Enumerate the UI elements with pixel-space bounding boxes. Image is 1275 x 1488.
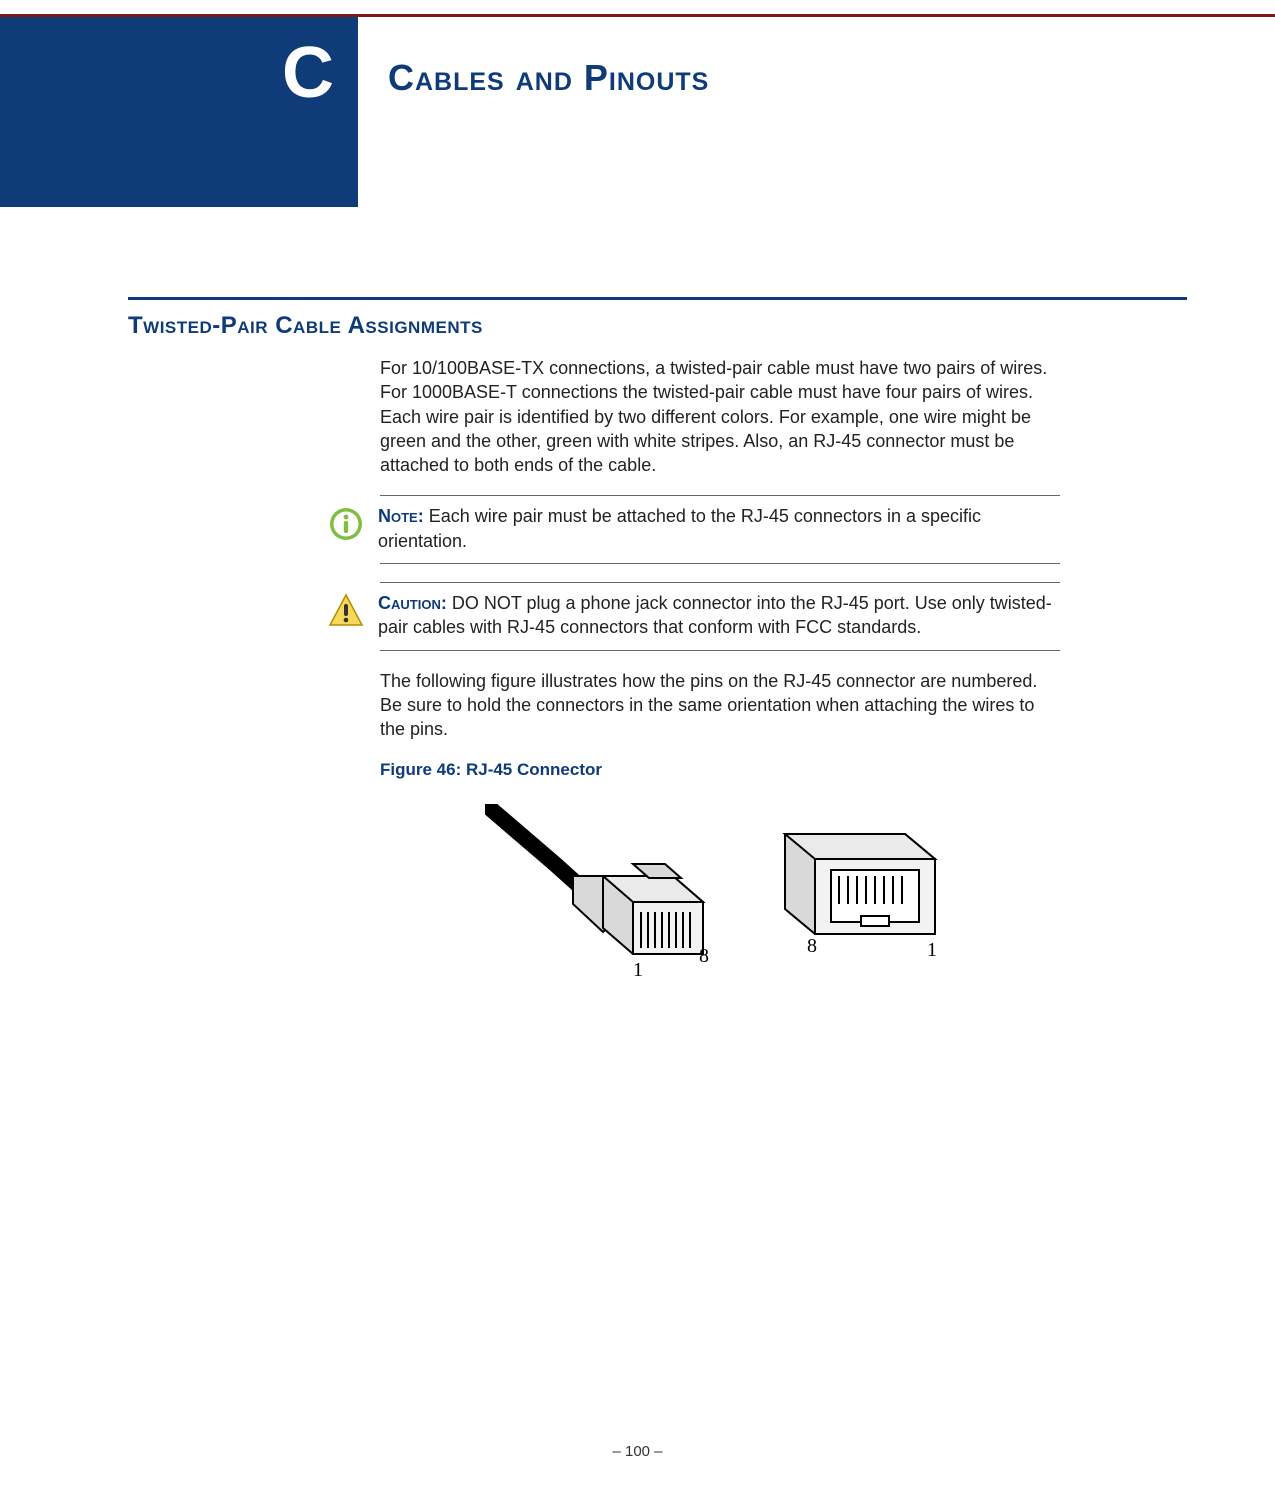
section-heading: Twisted-Pair Cable Assignments bbox=[128, 312, 1187, 340]
figure-art: 1 8 bbox=[380, 794, 1060, 994]
caution-text: Caution: DO NOT plug a phone jack connec… bbox=[378, 591, 1060, 640]
info-icon bbox=[328, 506, 364, 547]
caution-label: Caution: bbox=[378, 593, 447, 613]
rj45-plug-drawing: 1 8 bbox=[485, 804, 715, 994]
page-number: – 100 – bbox=[0, 1413, 1275, 1480]
intro-paragraph: For 10/100BASE-TX connections, a twisted… bbox=[380, 356, 1060, 477]
section-rule bbox=[128, 297, 1187, 300]
jack-pin1-label: 1 bbox=[927, 939, 937, 961]
note-label: Note: bbox=[378, 506, 424, 526]
plug-pin8-label: 8 bbox=[699, 945, 709, 967]
callout-rule bbox=[380, 563, 1060, 564]
appendix-letter: C bbox=[282, 37, 334, 109]
chapter-header: C Cables and Pinouts bbox=[0, 17, 1275, 207]
rj45-jack-drawing: 8 1 bbox=[765, 804, 955, 974]
figure-caption: Figure 46: RJ-45 Connector bbox=[380, 760, 1060, 780]
chapter-title-cell: Cables and Pinouts bbox=[358, 17, 1275, 207]
note-callout: Note: Each wire pair must be attached to… bbox=[328, 495, 1060, 564]
note-text: Note: Each wire pair must be attached to… bbox=[378, 504, 1060, 553]
jack-pin8-label: 8 bbox=[807, 935, 817, 957]
caution-body: DO NOT plug a phone jack connector into … bbox=[378, 593, 1052, 637]
caution-callout: Caution: DO NOT plug a phone jack connec… bbox=[328, 582, 1060, 651]
followup-paragraph: The following figure illustrates how the… bbox=[380, 669, 1060, 742]
warning-icon bbox=[328, 593, 364, 634]
callout-rule bbox=[380, 650, 1060, 651]
appendix-badge: C bbox=[0, 17, 358, 207]
note-body: Each wire pair must be attached to the R… bbox=[378, 506, 981, 550]
chapter-title: Cables and Pinouts bbox=[388, 57, 709, 99]
plug-pin1-label: 1 bbox=[633, 959, 643, 981]
